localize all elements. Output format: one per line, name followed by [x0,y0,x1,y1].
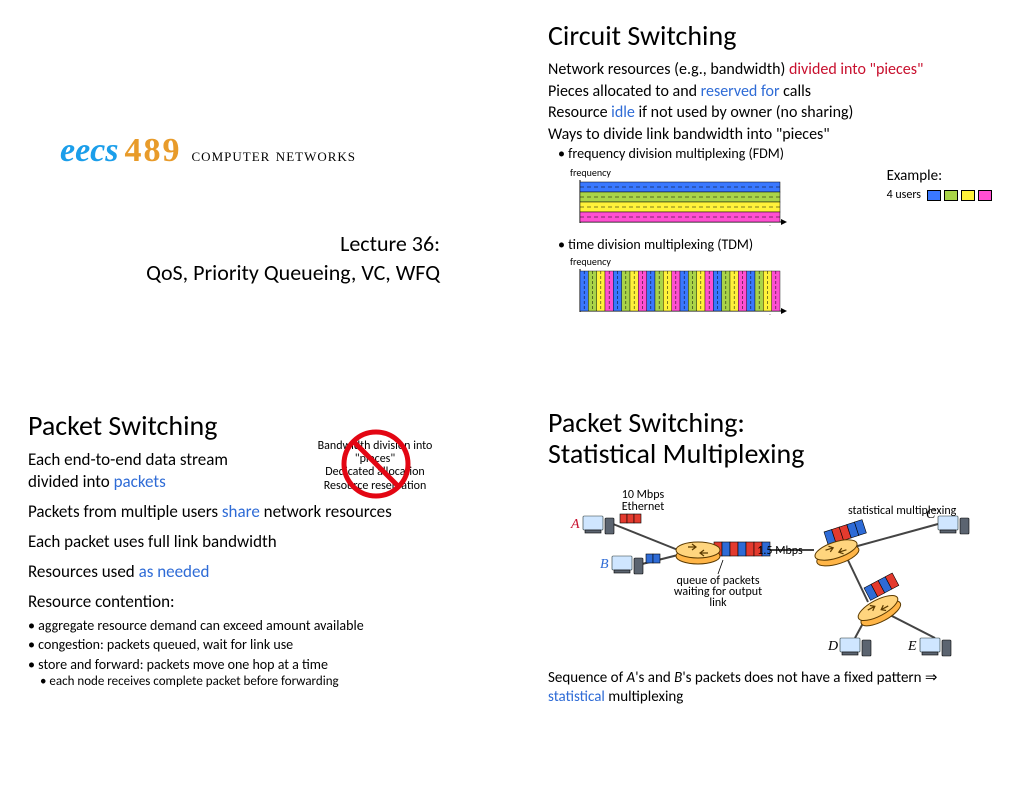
body: Network resources (e.g., bandwidth) divi… [548,59,992,321]
svg-text:1.5 Mbps: 1.5 Mbps [757,544,803,558]
prohibit-block: Bandwidth division into "pieces" Dedicat… [300,440,450,493]
slide-packet-switching: Packet Switching Bandwidth division into… [10,400,490,760]
tdm-chart: frequency time [570,255,790,321]
svg-text:link: link [709,596,727,610]
svg-text:D: D [827,639,838,654]
tdm-svg: time [570,269,790,315]
slide-stat-mux: Packet Switching: Statistical Multiplexi… [530,400,1010,760]
logo-eecs: eecs [60,132,119,170]
svg-text:time: time [766,224,783,226]
network-diagram: ABCDE10 MbpsEthernetstatistical multiple… [548,480,988,658]
sequence-text: Sequence of A's and B's packets does not… [548,669,992,708]
slide-circuit-switching: Circuit Switching Network resources (e.g… [530,10,1010,370]
bullet-tdm: • time division multiplexing (TDM) [548,236,992,255]
title: Packet Switching: Statistical Multiplexi… [548,408,992,470]
course-brand: eecs489 computer networks [60,132,356,170]
fdm-chart: frequency time [570,166,790,232]
example-label: Example: [887,166,992,186]
svg-text:time: time [766,313,783,315]
bullet-fdm: • frequency division multiplexing (FDM) [548,145,992,164]
lecture-title: Lecture 36: QoS, Priority Queueing, VC, … [60,230,440,287]
no-icon [326,426,426,502]
fdm-svg: time [570,180,790,226]
lecture-topic: QoS, Priority Queueing, VC, WFQ [60,259,440,288]
svg-text:Ethernet: Ethernet [622,500,664,514]
svg-text:statistical multiplexing: statistical multiplexing [848,504,957,518]
slide-title: eecs489 computer networks Lecture 36: Qo… [10,10,490,370]
logo-489: 489 [125,132,182,170]
course-name: computer networks [192,145,357,166]
color-swatches [927,190,992,201]
svg-text:E: E [907,639,917,654]
title: Circuit Switching [548,18,992,53]
svg-text:B: B [600,557,609,572]
lecture-num: Lecture 36: [60,230,440,259]
svg-text:A: A [570,517,580,532]
